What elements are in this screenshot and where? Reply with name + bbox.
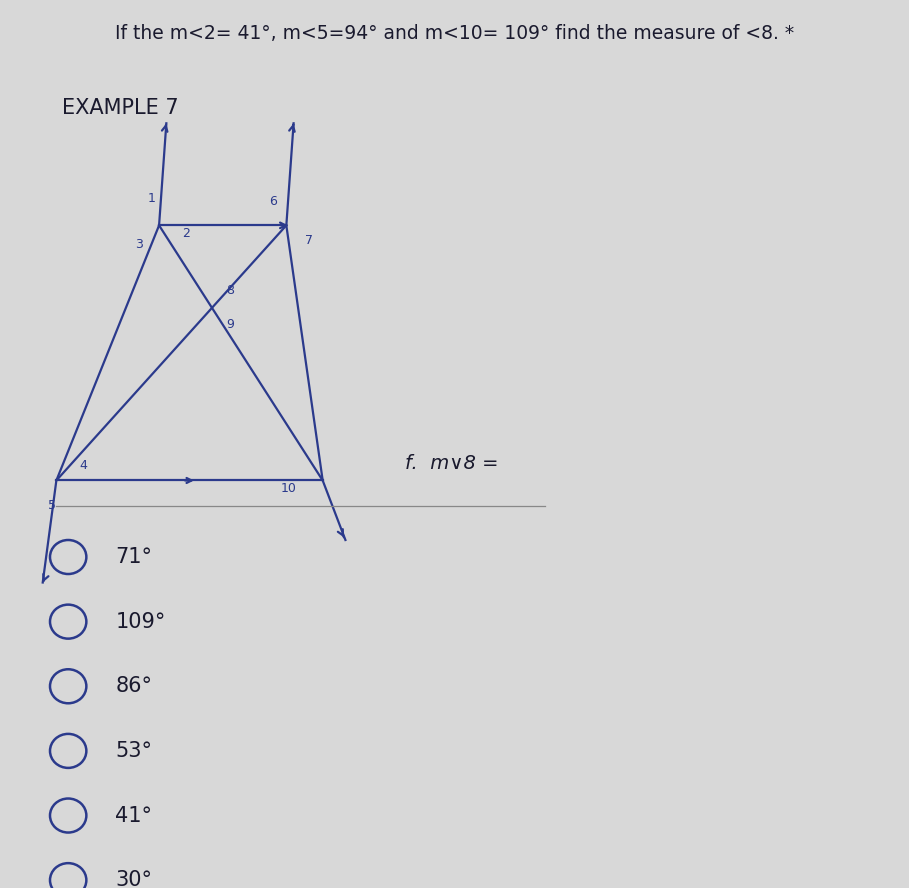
Text: 2: 2: [183, 227, 190, 241]
Text: 109°: 109°: [115, 612, 165, 631]
Text: 3: 3: [135, 238, 143, 250]
Text: 4: 4: [80, 459, 87, 472]
Text: 53°: 53°: [115, 741, 153, 761]
Text: 1: 1: [148, 192, 155, 204]
Text: EXAMPLE 7: EXAMPLE 7: [62, 98, 178, 118]
Text: 8: 8: [226, 284, 235, 297]
Text: 10: 10: [280, 482, 296, 496]
Text: 5: 5: [48, 499, 55, 512]
Text: 86°: 86°: [115, 677, 153, 696]
Text: 30°: 30°: [115, 870, 153, 888]
Text: 6: 6: [269, 195, 276, 208]
Text: f.  m∨8 =: f. m∨8 =: [405, 454, 498, 473]
Text: If the m<2= 41°, m<5=94° and m<10= 109° find the measure of <8. *: If the m<2= 41°, m<5=94° and m<10= 109° …: [115, 24, 794, 43]
Text: 7: 7: [305, 234, 313, 247]
Text: 41°: 41°: [115, 805, 153, 826]
Text: 9: 9: [226, 319, 235, 331]
Text: 71°: 71°: [115, 547, 153, 567]
